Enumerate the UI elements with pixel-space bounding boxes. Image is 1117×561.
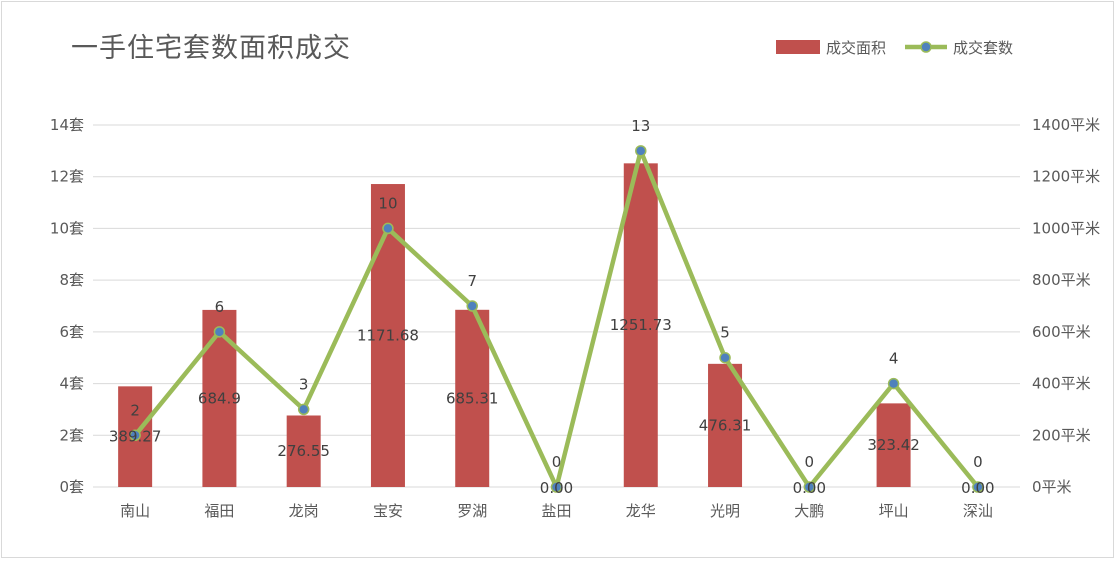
line-data-label: 5 (720, 324, 730, 342)
line-marker (803, 481, 816, 493)
bar-data-label: 323.42 (867, 436, 920, 454)
line-data-label: 0 (973, 453, 983, 471)
line-marker (719, 351, 731, 364)
x-tick-label: 龙岗 (289, 502, 319, 520)
legend-swatch-bar (776, 40, 820, 54)
y-right-tick-label: 600平米 (1032, 323, 1091, 341)
x-tick-label: 深汕 (963, 502, 993, 520)
line-marker (213, 326, 226, 338)
bar-data-label: 276.55 (277, 442, 330, 460)
y-left-tick-label: 8套 (59, 271, 84, 289)
line-data-label: 7 (467, 272, 477, 290)
bar-data-label: 1251.73 (610, 316, 672, 334)
bar-data-label: 0.00 (961, 479, 994, 497)
bar (286, 415, 321, 487)
x-tick-label: 宝安 (373, 502, 403, 520)
x-tick-label: 福田 (204, 502, 234, 520)
bar (708, 363, 743, 487)
line-data-label: 2 (130, 401, 140, 419)
bar (876, 403, 911, 487)
y-left-tick-label: 6套 (59, 323, 84, 341)
y-right-tick-label: 0平米 (1032, 478, 1072, 496)
x-tick-label: 南山 (120, 502, 150, 520)
bar (455, 309, 490, 487)
bar (623, 163, 658, 487)
bar-data-label: 1171.68 (357, 327, 419, 345)
y-right-tick-label: 1400平米 (1032, 116, 1100, 134)
y-left-tick-label: 12套 (50, 168, 84, 186)
line-marker (129, 429, 141, 442)
line-marker (635, 145, 647, 157)
line-data-label: 4 (889, 350, 899, 368)
x-tick-label: 大鹏 (794, 502, 824, 520)
y-left-tick-label: 14套 (50, 116, 84, 134)
x-tick-label: 盐田 (541, 502, 571, 520)
line-marker (382, 222, 394, 235)
legend-swatch-marker (920, 41, 932, 53)
x-tick-label: 罗湖 (457, 502, 487, 520)
line-data-label: 3 (299, 375, 309, 393)
y-left-tick-label: 2套 (59, 426, 84, 444)
line-marker (297, 403, 310, 416)
y-right-tick-label: 1000平米 (1032, 219, 1100, 237)
line-marker (466, 300, 478, 312)
line-data-label: 0 (552, 453, 562, 471)
y-left-tick-label: 4套 (59, 375, 84, 393)
bar (370, 184, 405, 487)
bar-data-label: 389.27 (109, 428, 162, 446)
bar-data-label: 0.00 (540, 479, 573, 497)
line-marker (887, 377, 900, 390)
y-left-tick-label: 0套 (59, 478, 84, 496)
line-data-label: 6 (215, 298, 225, 316)
bar-data-label: 684.9 (198, 389, 241, 407)
y-right-tick-label: 200平米 (1032, 426, 1091, 444)
legend-label-line: 成交套数 (953, 39, 1013, 57)
x-tick-label: 光明 (710, 502, 740, 520)
bar-data-label: 476.31 (699, 416, 752, 434)
series-line (133, 148, 980, 490)
line-data-label: 10 (378, 194, 397, 212)
line-marker (972, 481, 984, 493)
line-data-label: 13 (631, 117, 650, 135)
x-tick-label: 龙华 (626, 502, 656, 520)
y-left-tick-label: 10套 (50, 219, 84, 237)
bar-data-label: 0.00 (793, 479, 826, 497)
x-tick-label: 坪山 (879, 502, 909, 520)
line-marker (550, 481, 563, 493)
line-data-label: 0 (805, 453, 815, 471)
y-right-tick-label: 800平米 (1032, 271, 1091, 289)
y-right-tick-label: 1200平米 (1032, 168, 1100, 186)
bar-data-label: 685.31 (446, 389, 499, 407)
chart-title: 一手住宅套数面积成交 (71, 33, 351, 64)
y-right-tick-label: 400平米 (1032, 375, 1091, 393)
legend-label-bar: 成交面积 (826, 39, 886, 57)
